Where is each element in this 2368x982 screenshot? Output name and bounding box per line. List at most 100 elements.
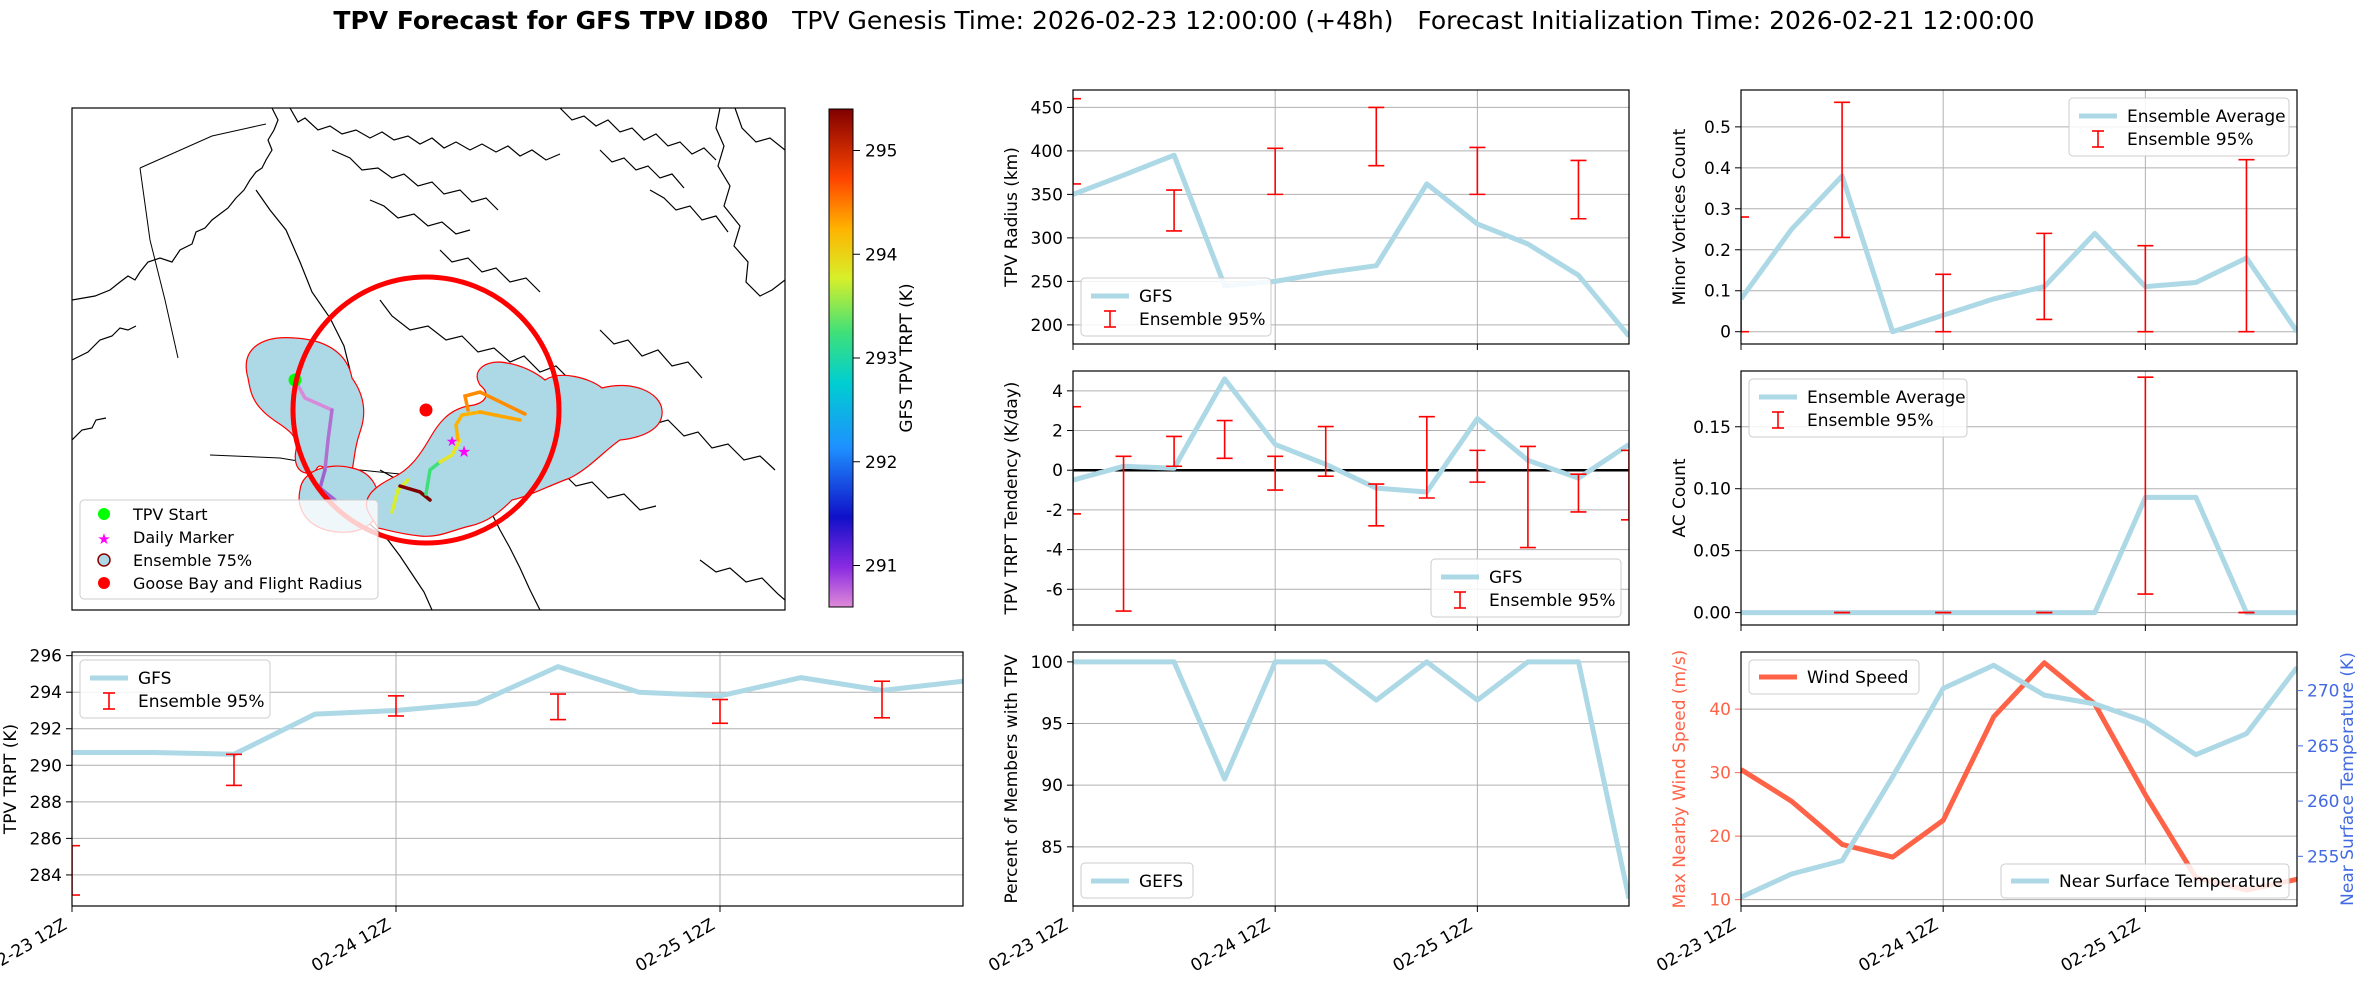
legend-box <box>1748 659 1920 695</box>
y-tick-label: -2 <box>1046 501 1063 521</box>
legend-goose-bay-label: Goose Bay and Flight Radius <box>133 574 362 593</box>
series-line-gfs <box>72 664 963 757</box>
plot-marks <box>72 664 963 896</box>
y-tick-label: 20 <box>1709 827 1731 847</box>
colorbar-tick-label: 291 <box>865 557 897 577</box>
figure-title-genesis: TPV Genesis Time: 2026-02-23 12:00:00 (+… <box>792 6 1394 35</box>
y-tick-label: 100 <box>1031 653 1063 673</box>
y-tick-label: 0.00 <box>1693 604 1731 624</box>
y-tick-label: 288 <box>30 793 62 813</box>
axes-frame <box>1740 651 2298 907</box>
series-line-gfs <box>1073 376 1629 495</box>
y-tick-label: 250 <box>1031 272 1063 292</box>
legend-tpv-start-icon <box>98 508 110 520</box>
y-tick-label: 0.15 <box>1693 418 1731 438</box>
legend-label: Ensemble 95% <box>1807 411 1934 431</box>
legend-goose-bay-icon <box>98 577 110 589</box>
y2-tick-label: 265 <box>2307 737 2339 757</box>
legend-daily-marker-label: Daily Marker <box>133 528 234 547</box>
y-tick-label: 450 <box>1031 98 1063 118</box>
legend-label: Ensemble 95% <box>1139 310 1266 330</box>
series-line-gefs <box>1073 659 1629 900</box>
legend: GFS Ensemble 95% <box>1430 558 1622 618</box>
legend-ensemble-label: Ensemble 75% <box>133 551 252 570</box>
x-tick-label: 02-23 12Z <box>0 915 71 976</box>
y-tick-label: 292 <box>30 720 62 740</box>
colorbar: 291 292 293 294 295 GFS TPV TRPT (K) <box>828 108 917 608</box>
legend-label: Ensemble 95% <box>2127 130 2254 150</box>
y-tick-label: 2 <box>1052 422 1063 442</box>
y-tick-label: 0.4 <box>1704 159 1731 179</box>
legend-label: Wind Speed <box>1807 668 1908 688</box>
y-tick-label: 290 <box>30 756 62 776</box>
figure-title-tpv-id: TPV Forecast for GFS TPV ID80 <box>333 6 769 35</box>
flight-radius-circle <box>290 274 562 546</box>
y-tick-label: 90 <box>1041 776 1063 796</box>
colorbar-tick-label: 292 <box>865 453 897 473</box>
legend-box <box>2068 97 2290 157</box>
colorbar-ticks: 291 292 293 294 295 <box>853 142 897 577</box>
chart-tpv-radius: 200 250 300 350 400 450 TPV Radius (km) GFS Ense… <box>1002 89 1630 350</box>
series-line-ensemble-average <box>1741 173 2297 335</box>
chart-tpv-trpt: 284 286 288 290 292 294 296 02-23 12Z 02-24 12Z 0… <box>0 647 964 976</box>
y-tick-label: 0.10 <box>1693 480 1731 500</box>
y-tick-label: 0 <box>1720 323 1731 343</box>
legend-box <box>1080 277 1272 337</box>
axes-frame <box>1740 370 2298 626</box>
colorbar-label: GFS TPV TRPT (K) <box>897 283 917 432</box>
legend-box <box>79 659 271 719</box>
chart-percent-members: 85 90 95 100 02-23 12Z 02-24 12Z 02-25 12Z Perc… <box>985 651 1630 976</box>
legend-label: GEFS <box>1139 872 1183 892</box>
chart-wind-temperature: 10 20 30 40 02-23 12Z 02-24 12Z 02-25 12Z Max N… <box>1653 650 2358 977</box>
x-tick-label: 02-23 12Z <box>1653 915 1739 976</box>
y-tick-label: 85 <box>1041 838 1063 858</box>
legend-temperature: Near Surface Temperature <box>2000 863 2290 899</box>
plot-marks <box>1741 376 2297 616</box>
x-tick-label: 02-24 12Z <box>1187 915 1273 976</box>
legend-ensemble-icon <box>97 553 111 567</box>
legend-daily-marker-icon: ★ <box>97 530 110 548</box>
plot-marks <box>1073 659 1629 900</box>
x-tick-label: 02-24 12Z <box>308 915 394 976</box>
x-tick-label: 02-25 12Z <box>1390 915 1476 976</box>
y-tick-label: 294 <box>30 683 62 703</box>
x-tick-label: 02-23 12Z <box>985 915 1071 976</box>
y-tick-label: 300 <box>1031 229 1063 249</box>
y-tick-label: 40 <box>1709 700 1731 720</box>
y-tick-label: 400 <box>1031 142 1063 162</box>
legend-box <box>2000 863 2290 899</box>
y-tick-label: 10 <box>1709 891 1731 911</box>
y-tick-label: 0.3 <box>1704 200 1731 220</box>
axes-frame <box>1072 370 1630 626</box>
colorbar-gradient <box>828 108 854 608</box>
y-tick-label: 0.5 <box>1704 118 1731 138</box>
y-tick-label: 4 <box>1052 382 1063 402</box>
y-tick-label: 200 <box>1031 316 1063 336</box>
daily-marker-1: ★ <box>457 442 471 461</box>
y-tick-label: -4 <box>1046 541 1063 561</box>
x-tick-label: 02-24 12Z <box>1855 915 1941 976</box>
y-tick-label: 284 <box>30 866 62 886</box>
y-tick-label: 350 <box>1031 185 1063 205</box>
figure-title-init: Forecast Initialization Time: 2026-02-21… <box>1417 6 2035 35</box>
legend-tpv-start-label: TPV Start <box>132 505 208 524</box>
figure-title: TPV Forecast for GFS TPV ID80 TPV Genesi… <box>0 6 2368 35</box>
y-tick-label: 296 <box>30 647 62 667</box>
chart-trpt-tendency: -6 -4 -2 0 2 4 TPV TRPT Tendency (K/day) GFS Ens… <box>1002 370 1630 631</box>
legend-wind: Wind Speed <box>1748 659 1920 695</box>
y2-tick-label: 255 <box>2307 847 2339 867</box>
legend: GEFS <box>1080 862 1194 899</box>
y-tick-label: 95 <box>1041 715 1063 735</box>
legend-label: Ensemble 95% <box>1489 591 1616 611</box>
series-line-ensemble-average <box>1741 494 2297 616</box>
colorbar-tick-label: 294 <box>865 245 897 265</box>
legend-label: Near Surface Temperature <box>2059 872 2283 892</box>
y-axis-label: TPV TRPT (K) <box>1 724 21 835</box>
y-tick-label: -6 <box>1046 580 1063 600</box>
plot-marks <box>1741 101 2297 335</box>
y2-tick-label: 270 <box>2307 682 2339 702</box>
plot-marks <box>1073 97 1629 338</box>
legend-label: GFS <box>1139 287 1172 307</box>
